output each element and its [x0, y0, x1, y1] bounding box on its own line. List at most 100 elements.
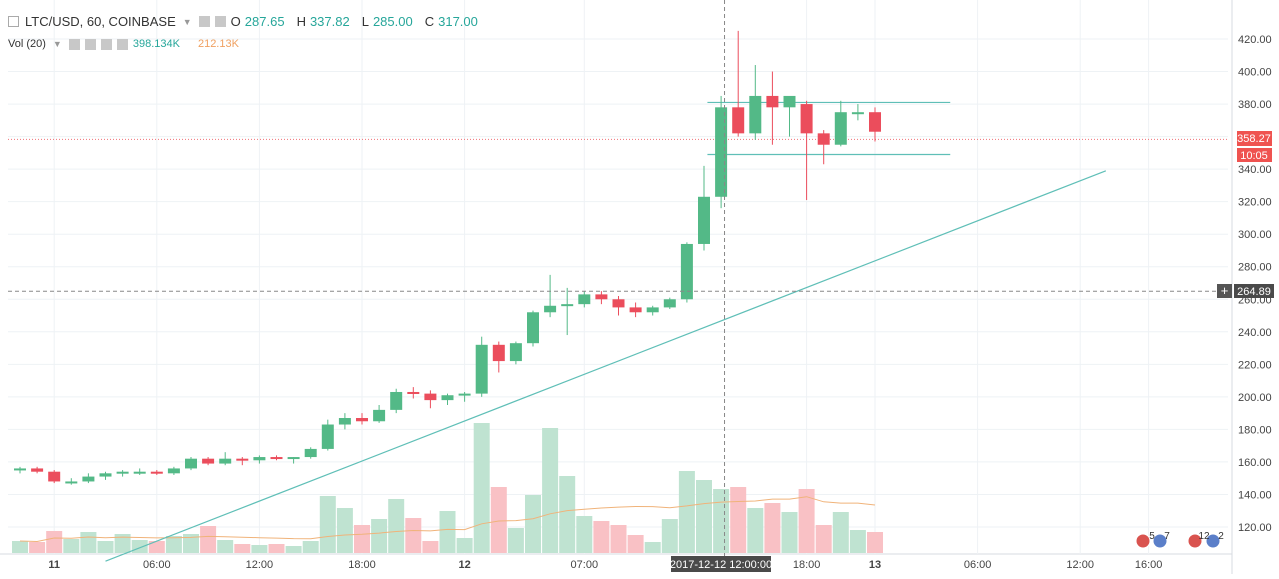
candle [441, 393, 454, 405]
volume-bar [781, 512, 798, 553]
candle [407, 387, 420, 399]
candle-body [253, 457, 266, 461]
event-badge-count: 2 [1218, 531, 1224, 542]
candle [527, 310, 539, 347]
volume-bar [12, 541, 28, 553]
trendline[interactable] [105, 170, 1107, 562]
candle [595, 291, 608, 305]
price-tick-label: 240.00 [1238, 327, 1272, 339]
candle [270, 455, 283, 461]
volume-bar [183, 534, 199, 553]
time-axis[interactable]: 11 06:00 12:00 18:00 12 07:00 18:00 13 06:00 12:0… [48, 559, 1162, 571]
time-tick-label: 12 [458, 559, 470, 571]
candle-body [646, 307, 659, 313]
countdown-text: 10:05 [1240, 150, 1268, 162]
time-tick-label: 18:00 [793, 559, 821, 571]
candle [800, 100, 813, 201]
candle-body [14, 468, 26, 471]
crosshair-time-tag [671, 556, 771, 572]
event-badge-group-2[interactable]: 12 2 [1187, 531, 1224, 549]
settings-icon[interactable] [84, 38, 96, 50]
volume-legend[interactable]: Vol (20) ▼ 398.134K 212.13K [8, 38, 239, 50]
candle [390, 388, 403, 414]
candle [321, 419, 334, 451]
chevron-down-icon[interactable]: ▼ [52, 39, 62, 49]
candle-body [270, 457, 283, 460]
volume-bar [798, 489, 815, 553]
volume-bar [610, 525, 627, 553]
candle-body [236, 458, 249, 461]
candle-body [407, 391, 420, 394]
volume-title: Vol (20) [8, 38, 46, 50]
volume-bar [593, 521, 610, 553]
candle [663, 297, 676, 310]
flag-icon [1187, 533, 1203, 549]
volume-bar [319, 496, 336, 553]
candle-body [732, 107, 745, 134]
volume-value: 398.134K [132, 38, 180, 50]
candle-body [783, 95, 796, 108]
candle [424, 390, 437, 409]
candle-body [715, 107, 728, 197]
volume-bar [302, 541, 319, 553]
format-icon[interactable] [214, 16, 226, 27]
candle [167, 466, 180, 475]
price-tick-label: 280.00 [1238, 262, 1272, 274]
candle [715, 95, 728, 209]
volume-bar [730, 487, 747, 553]
candle [834, 100, 847, 147]
candle [817, 130, 830, 165]
event-badge-count: 5 [1149, 531, 1155, 542]
crosshair-price-tag [1234, 284, 1274, 298]
volume-bar [559, 476, 576, 553]
collapse-icon[interactable] [8, 16, 19, 27]
candle-body [441, 395, 454, 401]
candle [99, 471, 112, 480]
volume-bar [490, 487, 507, 553]
candle-body [834, 112, 847, 145]
candle-body [458, 393, 471, 396]
candle-body [338, 418, 351, 425]
candle-body [817, 133, 830, 145]
candle-body [663, 299, 676, 308]
candle [698, 165, 710, 251]
volume-bar [678, 471, 695, 553]
settings-icon[interactable] [198, 16, 210, 27]
close-label: C [424, 14, 435, 29]
candle [749, 65, 762, 140]
candle-body [133, 471, 146, 474]
volume-ma-value: 212.13K [197, 38, 239, 50]
time-tick-label: 07:00 [571, 559, 599, 571]
symbol-legend[interactable]: LTC/USD, 60, COINBASE ▼ O 287.65 H 337.82 … [8, 14, 486, 29]
candle [253, 455, 266, 464]
crosshair-plus-button[interactable] [1217, 284, 1232, 298]
candle [48, 470, 61, 484]
eye-icon[interactable] [68, 38, 80, 50]
volume-bar [285, 546, 302, 553]
candle-body [527, 312, 539, 344]
volume-bar [371, 519, 388, 553]
candle-body [167, 468, 180, 474]
close-icon[interactable] [116, 38, 128, 50]
price-tick-label: 120.00 [1238, 522, 1272, 534]
last-price-tag [1237, 131, 1272, 146]
candle-body [373, 409, 386, 422]
format-icon[interactable] [100, 38, 112, 50]
chevron-down-icon[interactable]: ▼ [182, 16, 192, 27]
volume-bar [542, 428, 559, 553]
volume-bar [336, 508, 353, 553]
time-tick-label: 18:00 [348, 559, 376, 571]
last-price-text: 358.27 [1237, 133, 1271, 145]
volume-bar [217, 540, 234, 553]
price-axis[interactable]: 420.00400.00380.00360.00340.00320.00300.… [1238, 34, 1272, 534]
volume-bar [576, 516, 593, 553]
volume-bar [148, 541, 165, 553]
volume-bar [165, 536, 182, 553]
event-badge-group-1[interactable]: 5 7 [1135, 531, 1170, 549]
open-value: 287.65 [244, 14, 285, 29]
volume-bar [268, 544, 285, 553]
volume-bar [114, 534, 131, 553]
candlestick-series [14, 30, 881, 485]
